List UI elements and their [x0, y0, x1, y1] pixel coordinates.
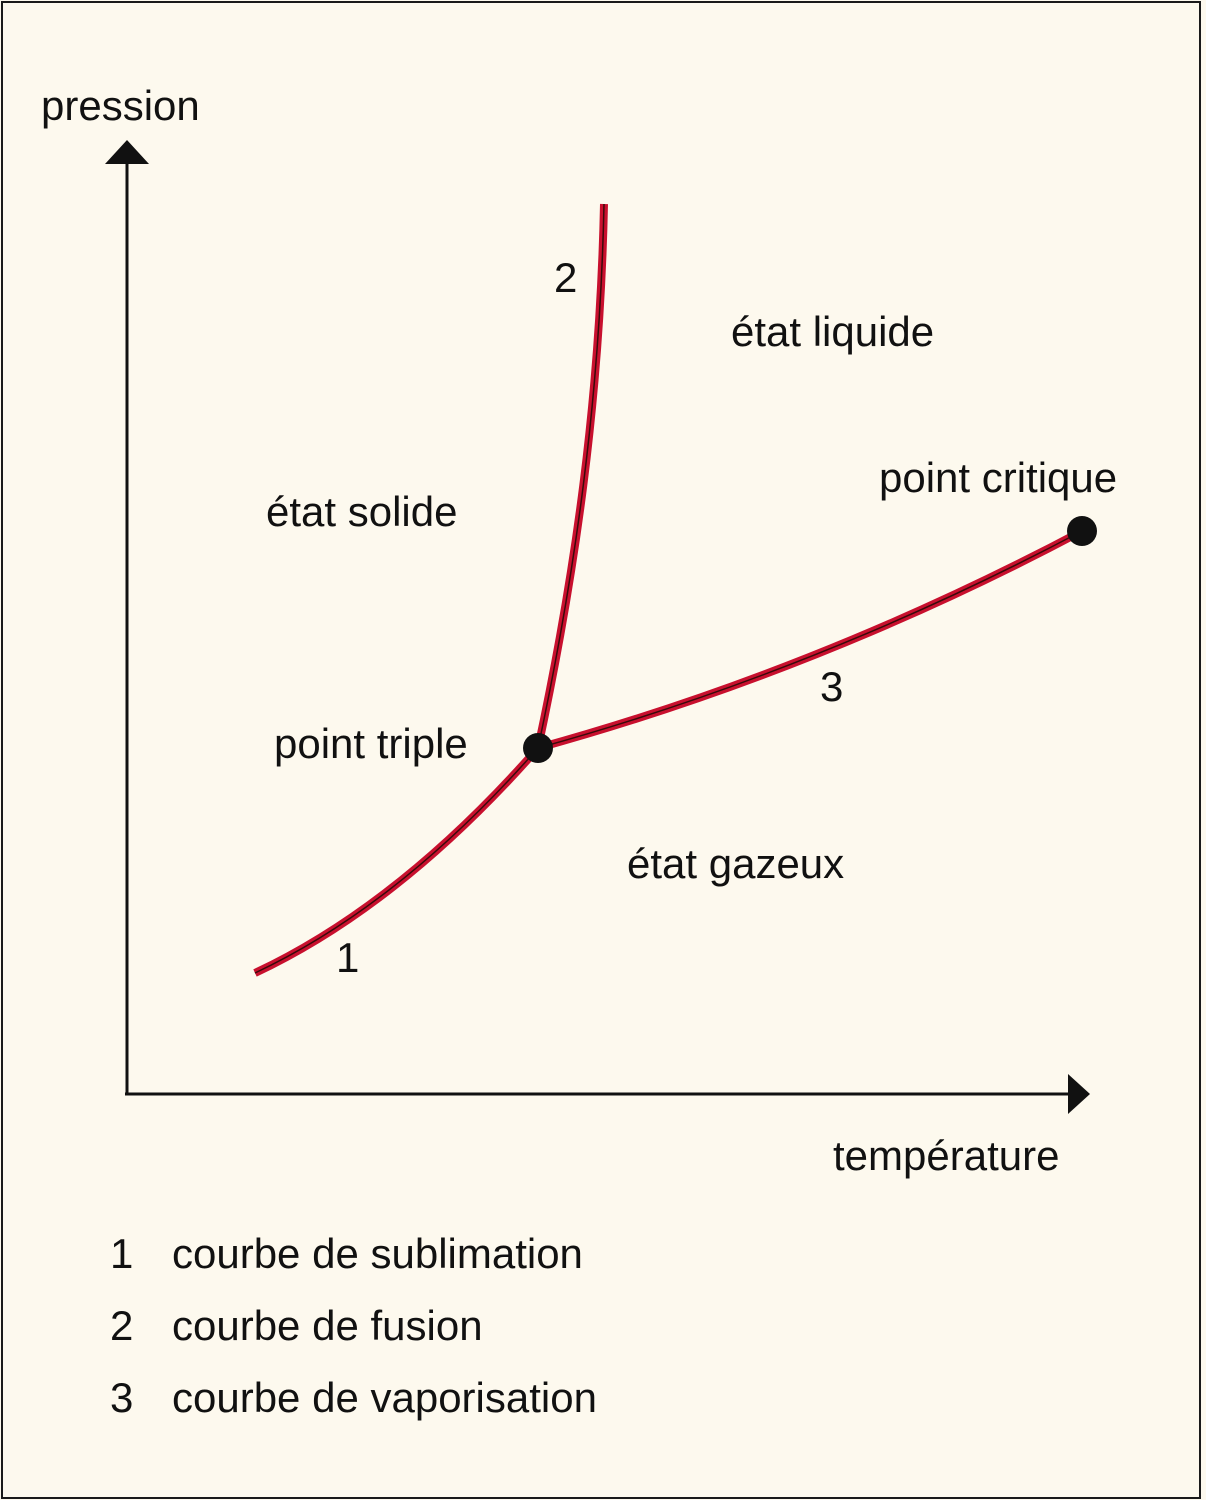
triple-point-marker: [523, 733, 553, 763]
vaporisation-curve: [536, 527, 1084, 752]
y-axis-label: pression: [41, 82, 200, 129]
y-axis-arrow: [105, 140, 149, 164]
gas-region-label: état gazeux: [627, 840, 844, 887]
curve-number-2: 2: [554, 254, 577, 301]
sublimation-curve: [253, 745, 542, 977]
legend-item-3: 3 courbe de vaporisation: [110, 1374, 597, 1446]
legend-label: courbe de fusion: [172, 1302, 483, 1349]
x-axis-arrow: [1068, 1074, 1090, 1114]
fusion-curve: [534, 203, 608, 749]
legend-number: 2: [110, 1302, 134, 1349]
legend-item-2: 2 courbe de fusion: [110, 1302, 597, 1374]
legend-number: 3: [110, 1374, 134, 1421]
curve-number-3: 3: [820, 663, 843, 710]
legend-number: 1: [110, 1230, 134, 1277]
critical-point-marker: [1067, 516, 1097, 546]
legend-item-1: 1 courbe de sublimation: [110, 1230, 597, 1302]
legend: 1 courbe de sublimation 2 courbe de fusi…: [110, 1230, 597, 1446]
x-axis-label: température: [833, 1132, 1059, 1179]
legend-label: courbe de sublimation: [172, 1230, 583, 1277]
liquid-region-label: état liquide: [731, 308, 934, 355]
curve-number-1: 1: [336, 934, 359, 981]
solid-region-label: état solide: [266, 488, 457, 535]
point-triple-label: point triple: [274, 720, 468, 767]
legend-label: courbe de vaporisation: [172, 1374, 597, 1421]
point-critique-label: point critique: [879, 454, 1117, 501]
